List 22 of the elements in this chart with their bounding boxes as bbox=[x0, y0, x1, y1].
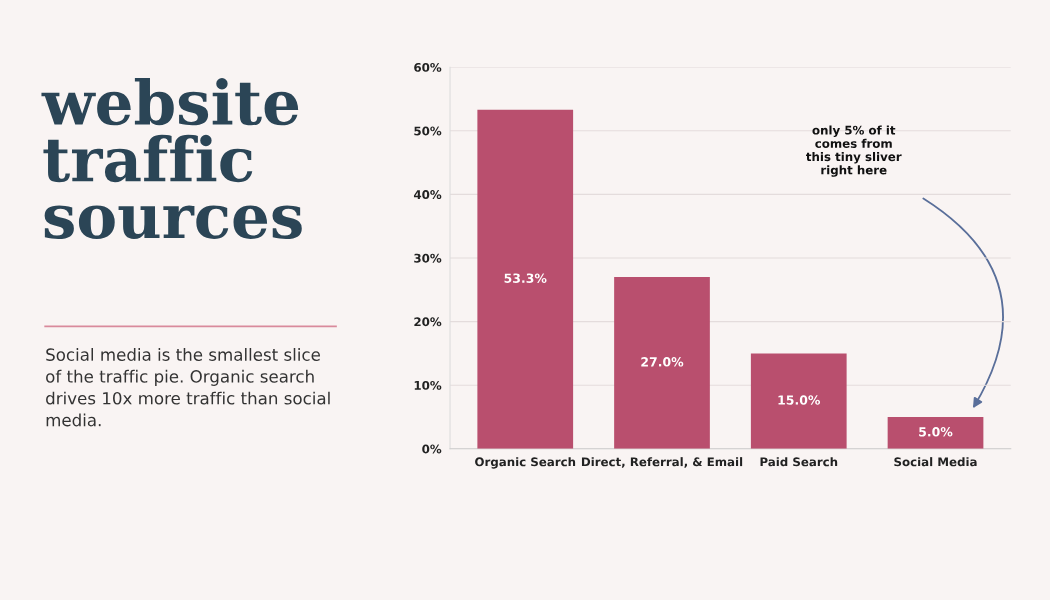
y-tick-label: 50% bbox=[414, 126, 442, 136]
bar bbox=[887, 417, 984, 449]
y-tick-label: 20% bbox=[414, 317, 442, 327]
y-tick-label: 30% bbox=[414, 253, 442, 263]
x-tick-label: Direct, Referral, & Email bbox=[581, 457, 743, 468]
data-label: 27.0% bbox=[641, 357, 684, 367]
text: website traffic sources bbox=[41, 78, 302, 239]
y-tick-label: 10% bbox=[414, 380, 442, 390]
y-tick-label: 60% bbox=[414, 62, 442, 72]
data-label: 53.3% bbox=[504, 273, 547, 283]
x-tick-label: Organic Search bbox=[475, 457, 576, 469]
x-tick-label: Social Media bbox=[894, 457, 977, 467]
data-label: 5.0% bbox=[919, 427, 953, 437]
y-tick-label: 0% bbox=[422, 444, 442, 454]
text: Social media is the smallest slice of the traffic pie. Organic search drives 10x more traffic than social media. bbox=[46, 348, 330, 427]
x-tick-label: Paid Search bbox=[760, 457, 838, 467]
data-label: 15.0% bbox=[778, 395, 821, 405]
bar bbox=[477, 109, 574, 449]
bar bbox=[614, 277, 710, 449]
bar bbox=[750, 353, 847, 449]
annotation: only 5% of it comes from this tiny sliver right here bbox=[806, 125, 902, 177]
y-tick-label: 40% bbox=[413, 190, 442, 200]
